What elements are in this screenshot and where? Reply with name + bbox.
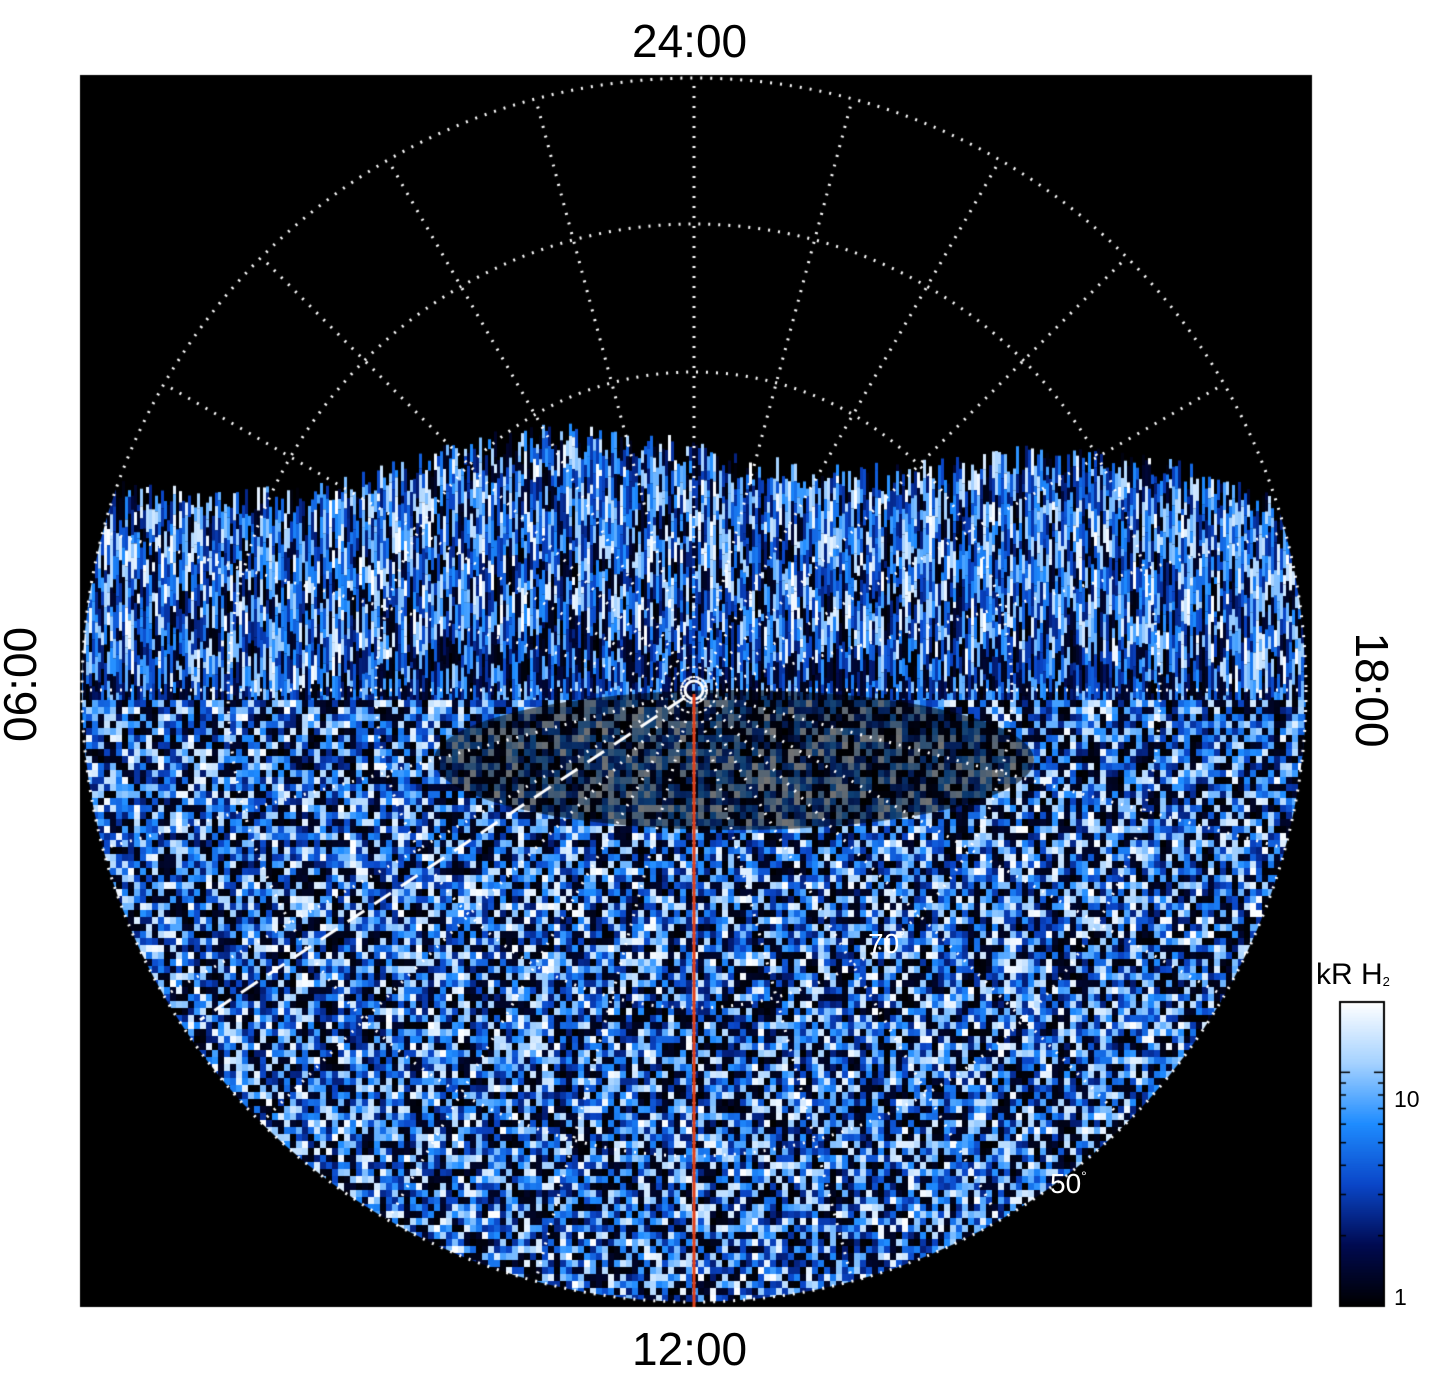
latitude-label-outer: 50° bbox=[1050, 1168, 1087, 1199]
local-time-label-midnight: 24:00 bbox=[632, 15, 748, 67]
colorbar-tick-label-1: 1 bbox=[1394, 1284, 1407, 1310]
local-time-label-dawn: 06:00 bbox=[0, 626, 46, 742]
local-time-label-dusk: 18:00 bbox=[1346, 632, 1398, 748]
colorbar-unit-title: kR H2 bbox=[1316, 958, 1390, 991]
colorbar-tick-label-10: 10 bbox=[1394, 1086, 1420, 1112]
local-time-label-noon: 12:00 bbox=[632, 1323, 748, 1375]
latitude-label-inner: 70° bbox=[868, 928, 905, 959]
